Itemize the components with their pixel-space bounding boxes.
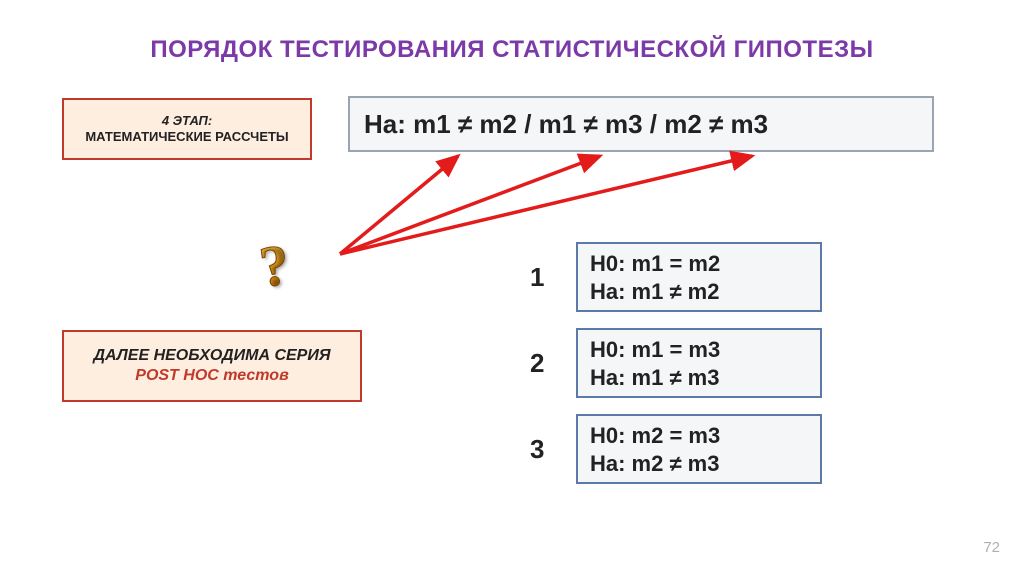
step4-box: 4 ЭТАП: МАТЕМАТИЧЕСКИЕ РАССЧЕТЫ: [62, 98, 312, 160]
step4-line2: МАТЕМАТИЧЕСКИЕ РАССЧЕТЫ: [85, 129, 288, 145]
arrows-overlay: [0, 0, 1024, 576]
arrow-1: [340, 156, 458, 254]
arrow-3: [340, 156, 752, 254]
posthoc-line1: ДАЛЕЕ НЕОБХОДИМА СЕРИЯ: [93, 346, 330, 366]
posthoc-box: ДАЛЕЕ НЕОБХОДИМА СЕРИЯ POST HOC тестов: [62, 330, 362, 402]
question-mark-icon: ?: [255, 230, 293, 300]
hypothesis-box-3: H0: m2 = m3Ha: m2 ≠ m3: [576, 414, 822, 484]
hypothesis-h0-1: H0: m1 = m2: [590, 250, 808, 278]
page-number: 72: [983, 539, 1000, 556]
slide-title: ПОРЯДОК ТЕСТИРОВАНИЯ СТАТИСТИЧЕСКОЙ ГИПО…: [0, 36, 1024, 64]
arrow-2: [340, 156, 600, 254]
hypothesis-ha-3: Ha: m2 ≠ m3: [590, 450, 808, 478]
hypothesis-h0-3: H0: m2 = m3: [590, 422, 808, 450]
ha-main-box: Ha: m1 ≠ m2 / m1 ≠ m3 / m2 ≠ m3: [348, 96, 934, 152]
hypothesis-h0-2: H0: m1 = m3: [590, 336, 808, 364]
hypothesis-box-1: H0: m1 = m2Ha: m1 ≠ m2: [576, 242, 822, 312]
hypothesis-number-3: 3: [530, 434, 544, 465]
hypothesis-ha-2: Ha: m1 ≠ m3: [590, 364, 808, 392]
hypothesis-number-2: 2: [530, 348, 544, 379]
step4-line1: 4 ЭТАП:: [162, 113, 212, 129]
posthoc-line2: POST HOC тестов: [135, 366, 288, 386]
hypothesis-ha-1: Ha: m1 ≠ m2: [590, 278, 808, 306]
ha-main-text: Ha: m1 ≠ m2 / m1 ≠ m3 / m2 ≠ m3: [364, 108, 768, 141]
hypothesis-box-2: H0: m1 = m3Ha: m1 ≠ m3: [576, 328, 822, 398]
hypothesis-number-1: 1: [530, 262, 544, 293]
